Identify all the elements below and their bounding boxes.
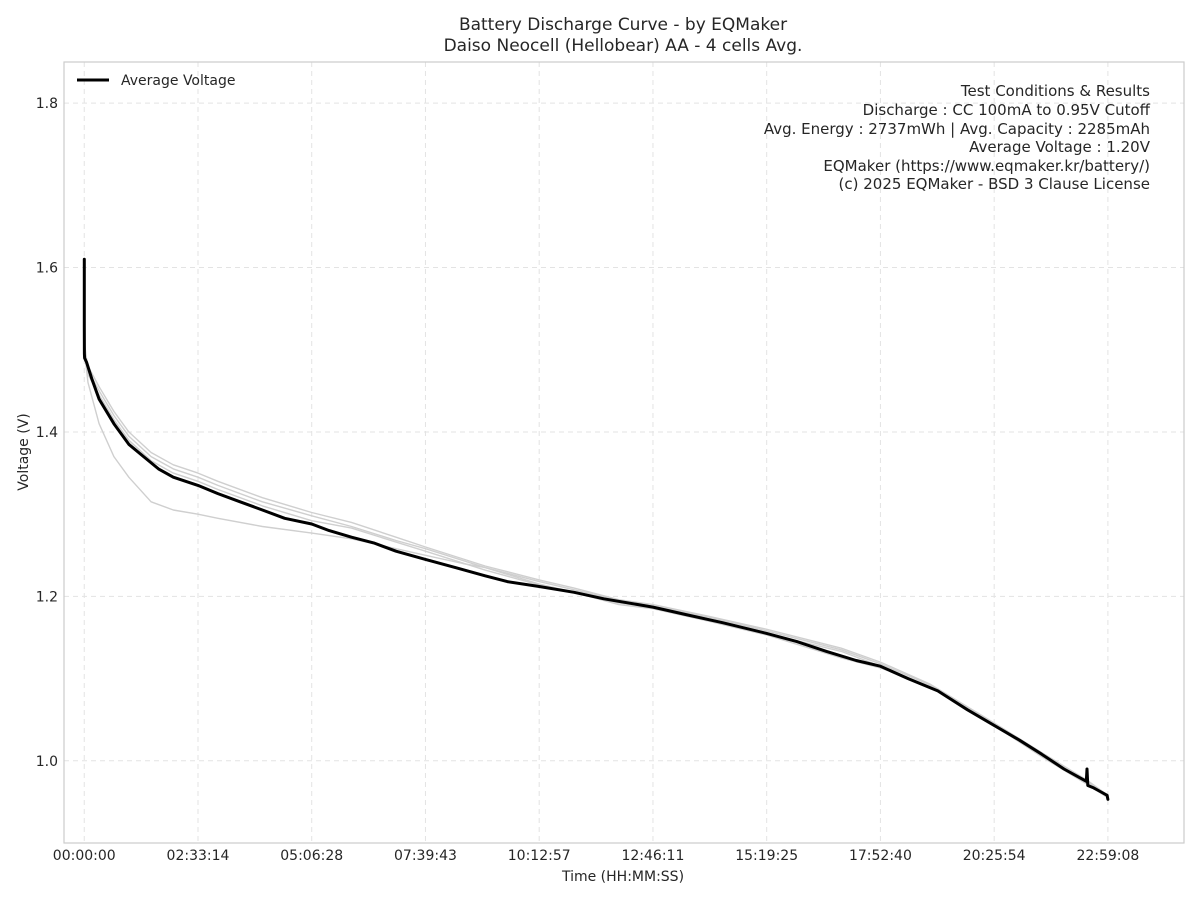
x-tick-labels: 00:00:00 02:33:14 05:06:28 07:39:43 10:12:57…	[53, 848, 1140, 864]
x-axis-label: Time (HH:MM:SS)	[561, 869, 684, 885]
annotation-line: Average Voltage : 1.20V	[969, 138, 1151, 156]
x-tick-label: 07:39:43	[394, 848, 457, 864]
chart-subtitle: Daiso Neocell (Hellobear) AA - 4 cells A…	[444, 36, 803, 56]
x-tick-label: 20:25:54	[963, 848, 1026, 864]
annotation-line: Test Conditions & Results	[960, 82, 1150, 100]
legend: Average Voltage	[77, 73, 235, 89]
y-tick-label: 1.8	[36, 96, 58, 112]
annotation-line: EQMaker (https://www.eqmaker.kr/battery/…	[823, 157, 1150, 175]
annotation-line: Discharge : CC 100mA to 0.95V Cutoff	[863, 101, 1151, 119]
x-tick-label: 00:00:00	[53, 848, 116, 864]
grid	[64, 62, 1184, 843]
series-line-cell	[83, 349, 1109, 796]
x-tick-label: 15:19:25	[735, 848, 798, 864]
annotation-box: Test Conditions & Results Discharge : CC…	[764, 82, 1151, 193]
y-tick-label: 1.6	[36, 261, 58, 277]
series-layer	[82, 257, 1110, 801]
annotation-line: (c) 2025 EQMaker - BSD 3 Clause License	[839, 175, 1150, 193]
series-line-average-voltage	[82, 257, 1110, 801]
x-tick-label: 12:46:11	[621, 848, 684, 864]
x-tick-label: 22:59:08	[1076, 848, 1139, 864]
chart-title: Battery Discharge Curve - by EQMaker	[459, 15, 787, 35]
annotation-line: Avg. Energy : 2737mWh | Avg. Capacity : …	[764, 120, 1150, 138]
x-tick-label: 05:06:28	[280, 848, 343, 864]
y-axis-label: Voltage (V)	[16, 413, 32, 490]
plot-frame	[63, 61, 1185, 844]
y-tick-label: 1.4	[36, 425, 58, 441]
series-line-cell	[83, 340, 1109, 797]
x-tick-label: 02:33:14	[167, 848, 230, 864]
legend-label: Average Voltage	[121, 73, 235, 89]
x-tick-label: 17:52:40	[849, 848, 912, 864]
x-tick-label: 10:12:57	[508, 848, 571, 864]
y-tick-labels: 1.0 1.2 1.4 1.6 1.8	[36, 96, 58, 770]
y-tick-label: 1.0	[36, 754, 58, 770]
y-tick-label: 1.2	[36, 589, 58, 605]
